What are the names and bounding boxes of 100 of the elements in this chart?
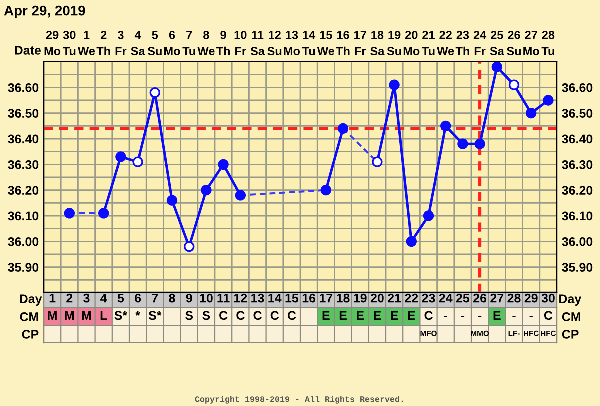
x-tick-label: 25 (456, 294, 470, 303)
text: E (494, 311, 501, 320)
y-tick-label: 36.10 (8, 212, 39, 221)
x-tick-label: 23 Th (456, 31, 470, 56)
text: E (391, 311, 398, 320)
x-tick-label: 18 (337, 294, 350, 303)
x-tick-label: 21 Tu (422, 31, 435, 56)
x-tick-label: 26 Su (507, 31, 522, 56)
y-tick-label: 36.40 (8, 134, 39, 144)
x-tick-label: 20 Mo (404, 31, 420, 56)
text: C (220, 311, 228, 320)
x-tick-label: 12 Su (268, 31, 282, 56)
x-tick-label: 17 Fr (354, 31, 366, 56)
y-tick-label: 35.90 (8, 263, 39, 272)
x-tick-label: 14 (268, 294, 282, 303)
x-axis-title: Day (20, 294, 42, 306)
y-tick-label: 36.50 (8, 109, 39, 118)
text: E (340, 311, 347, 320)
x-tick-label: 9 (186, 294, 192, 303)
x-tick-label: 6 Mo (164, 31, 180, 56)
y-tick-label: 36.60 (8, 83, 39, 92)
chart-title: Apr 29, 2019 (4, 6, 86, 18)
x-tick-label: 16 Th (336, 31, 350, 56)
text: C (288, 311, 296, 320)
x-tick-label: 19 Su (387, 31, 402, 56)
x-tick-label: 11 (218, 294, 230, 303)
x-tick-label: 28 (508, 294, 521, 303)
text: S (186, 311, 194, 320)
text: - (461, 316, 465, 318)
x-tick-label: 19 (354, 294, 367, 303)
x-tick-label: 5 Su (148, 31, 162, 56)
y-tick-label: 36.00 (8, 237, 39, 246)
x-tick-label: 2 Th (96, 31, 110, 56)
x-tick-label: 6 (135, 294, 142, 303)
text: Copyright 1998-2019 - All Rights Reserved. (195, 396, 404, 404)
x-tick-label: 7 Tu (182, 31, 196, 56)
text: E (374, 311, 382, 320)
x-tick-label: 13 (252, 294, 264, 303)
text: C (424, 311, 433, 320)
x-tick-label: 14 Tu (302, 31, 316, 56)
x-tick-label: 30 (542, 294, 555, 303)
text: - (478, 316, 482, 318)
text: - (530, 316, 533, 318)
x-tick-label: 15 (286, 294, 299, 303)
x-tick-label: 3 Fr (116, 31, 127, 56)
x-tick-label: 10 Fr (234, 31, 247, 56)
y-tick-label: 36.20 (8, 186, 39, 196)
x-tick-label: 9 Th (216, 31, 230, 56)
x-tick-label: 1 We (78, 31, 96, 56)
text: S* (148, 311, 162, 320)
text: M (48, 311, 57, 320)
x-tick-label: 8 (169, 294, 176, 303)
text: Day (560, 294, 582, 306)
x-tick-label: 29 Mo (44, 31, 61, 56)
text: E (322, 311, 330, 320)
x-tick-label: 11 Sa (250, 31, 266, 56)
x-tick-label: 20 (370, 294, 384, 303)
text: E (357, 311, 364, 320)
x-tick-label: 15 We (317, 31, 334, 56)
text: C (254, 311, 262, 320)
x-tick-label: 12 (234, 294, 248, 303)
x-tick-label: 17 (320, 294, 333, 303)
x-tick-label: 10 (200, 294, 213, 303)
x-tick-label: 29 (524, 294, 538, 303)
y-tick-label: 36.30 (8, 160, 39, 170)
x-tick-label: 4 Sa (131, 31, 146, 56)
x-tick-label: 1 (50, 294, 56, 303)
text: - (444, 316, 448, 318)
x-tick-label: 3 (84, 294, 90, 303)
text: * (136, 311, 140, 316)
x-tick-label: 26 (474, 294, 487, 303)
x-tick-label: 24 (439, 294, 453, 303)
x-tick-label: 16 (302, 294, 316, 303)
x-tick-label: 7 (152, 294, 158, 303)
x-tick-label: 30 Tu (63, 31, 76, 56)
x-tick-label: 22 (405, 294, 418, 303)
text: S* (114, 311, 128, 320)
x2-axis-title: Date (15, 46, 42, 55)
x-tick-label: 28 Tu (542, 31, 555, 56)
x-tick-label: 25 Sa (490, 31, 504, 56)
x-tick-label: 21 (388, 294, 402, 303)
text: E (408, 311, 416, 320)
text: C (270, 311, 280, 320)
x-tick-label: 23 (422, 294, 436, 303)
text: L (100, 311, 108, 320)
text: C (544, 311, 553, 320)
text: M (65, 311, 74, 320)
x-tick-label: 24 Fr (474, 31, 487, 56)
text: M (82, 311, 92, 320)
x-tick-label: 4 (100, 294, 108, 303)
text: C (236, 311, 245, 320)
x-tick-label: 27 Mo (524, 31, 540, 56)
x-tick-label: 22 We (437, 31, 454, 56)
x-tick-label: 13 Mo (284, 31, 300, 56)
x-tick-label: 2 (66, 294, 73, 303)
x-tick-label: 5 (118, 294, 124, 303)
x-tick-label: 18 Sa (370, 31, 385, 56)
text: - (512, 316, 516, 318)
x-tick-label: 8 We (198, 31, 215, 56)
x-tick-label: 27 (490, 294, 504, 303)
